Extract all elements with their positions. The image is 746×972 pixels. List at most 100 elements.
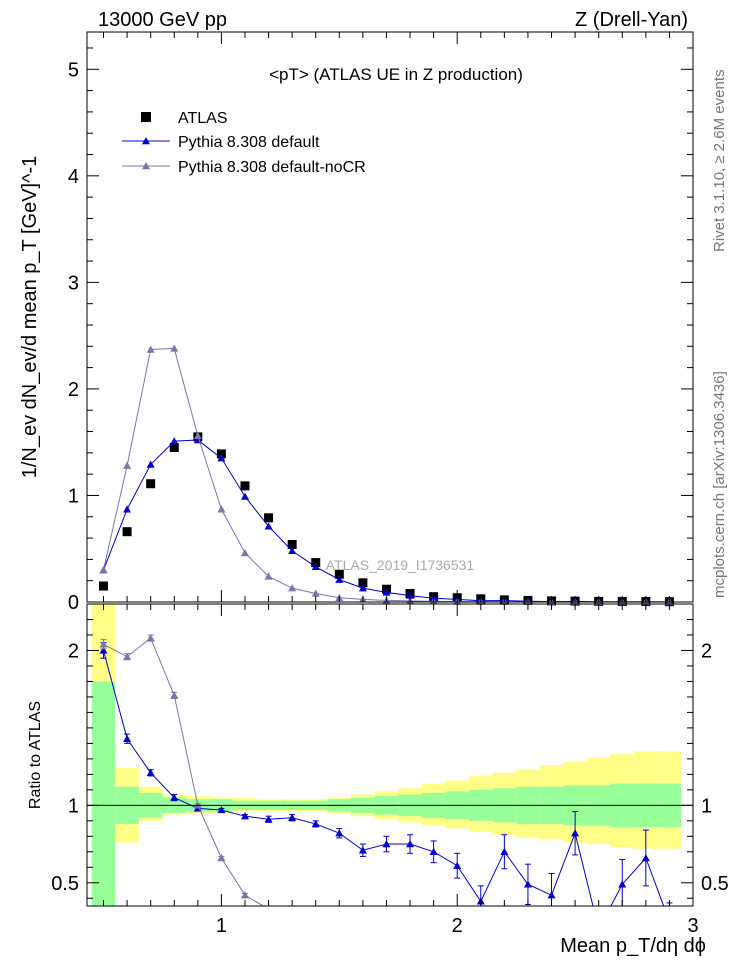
main-y-tick-label: 4 (68, 166, 79, 188)
main-point-series-2 (123, 461, 132, 469)
ratio-plot-frame (86, 603, 694, 907)
main-point-series-0 (240, 481, 250, 491)
main-point-series-2 (193, 431, 202, 439)
main-point-series-0 (169, 443, 179, 453)
x-tick-label: 1 (216, 915, 227, 937)
ratio-point-series-0 (123, 734, 132, 742)
main-point-series-2 (288, 584, 297, 592)
main-line-series-1 (103, 439, 670, 603)
ratio-point-series-0 (335, 829, 344, 837)
ratio-clipped-series (99, 634, 673, 924)
main-plot-frame (86, 31, 694, 603)
chart-title: <pT> (ATLAS UE in Z production) (269, 65, 523, 84)
rivet-label: Rivet 3.1.10, ≥ 2.6M events (711, 70, 728, 253)
main-point-series-0 (146, 479, 156, 489)
main-point-series-0 (99, 581, 109, 591)
ratio-point-series-0 (571, 829, 580, 837)
ratio-point-series-1 (146, 634, 155, 642)
ratio-y-tick-label-left: 1 (68, 795, 79, 817)
main-point-series-1 (335, 575, 344, 583)
header-right: Z (Drell-Yan) (575, 9, 688, 31)
legend-marker (142, 137, 150, 145)
main-point-series-2 (264, 572, 273, 580)
ratio-point-series-0 (264, 815, 273, 823)
main-point-series-2 (217, 505, 226, 513)
ratio-point-series-0 (217, 805, 226, 814)
ratio-point-series-0 (99, 646, 108, 654)
legend-label: ATLAS (178, 110, 228, 127)
legend-label: Pythia 8.308 default (178, 134, 320, 151)
ratio-point-series-0 (311, 819, 320, 828)
main-point-series-1 (123, 505, 132, 513)
main-point-series-0 (264, 513, 274, 523)
ratio-y-tick-label-left: 0.5 (51, 873, 79, 895)
x-axis-label: Mean p_T/dη dϕ (560, 935, 706, 957)
main-point-series-1 (264, 522, 273, 530)
ratio-point-series-1 (123, 652, 132, 660)
ratio-point-series-0 (406, 840, 415, 848)
main-point-series-1 (311, 562, 320, 571)
ratio-y-axis-label: Ratio to ATLAS (27, 701, 44, 809)
main-point-series-2 (146, 345, 155, 353)
legend: ATLAS Pythia 8.308 default Pythia 8.308 de… (122, 110, 366, 176)
ratio-y-tick-label-right: 0.5 (701, 873, 729, 895)
ratio-point-series-0 (641, 853, 650, 862)
main-point-series-1 (288, 546, 297, 555)
main-y-tick-label: 5 (68, 59, 79, 81)
main-point-series-1 (382, 588, 391, 596)
ratio-point-series-0 (547, 891, 556, 899)
analysis-watermark: ATLAS_2019_I1736531 (326, 557, 475, 573)
mcplots-label: mcplots.cern.ch [arXiv:1306.3436] (711, 371, 728, 598)
ratio-axes: 0.5 0.5 1 1 2 2 1 2 3 (51, 603, 729, 937)
x-tick-label: 3 (687, 915, 698, 937)
main-point-series-1 (170, 437, 179, 445)
ratio-point-series-0 (429, 847, 438, 855)
ratio-y-tick-label-right: 1 (701, 795, 712, 817)
ratio-point-series-0 (170, 793, 179, 801)
ratio-point-series-0 (453, 861, 462, 869)
main-point-series-1 (217, 454, 226, 462)
ratio-point-series-0 (146, 768, 155, 777)
main-y-tick-label: 3 (68, 272, 79, 294)
main-point-series-0 (122, 527, 132, 537)
ratio-point-series-0 (500, 847, 509, 855)
main-point-series-1 (146, 460, 155, 468)
inner-band-bin (91, 681, 116, 906)
ratio-point-series-0 (240, 812, 249, 820)
header-left: 13000 GeV pp (98, 9, 227, 31)
legend-marker (141, 112, 151, 122)
main-point-series-1 (240, 492, 249, 500)
ratio-series (99, 634, 673, 924)
ratio-point-series-1 (99, 640, 108, 648)
legend-label: Pythia 8.308 default-noCR (178, 159, 366, 176)
main-point-series-2 (99, 566, 108, 574)
ratio-line-series-1 (103, 637, 265, 906)
ratio-point-series-0 (358, 846, 367, 854)
ratio-point-series-0 (523, 880, 532, 888)
ratio-point-series-0 (382, 840, 391, 848)
ratio-point-series-0 (288, 813, 297, 821)
main-point-series-2 (311, 589, 320, 597)
ratio-uncertainty-bands (91, 604, 682, 906)
main-point-series-1 (406, 591, 415, 599)
x-tick-label: 2 (452, 915, 463, 937)
main-y-tick-label: 1 (68, 485, 79, 507)
main-y-tick-label: 0 (68, 592, 79, 614)
ratio-point-series-1 (240, 891, 249, 899)
main-point-series-0 (216, 449, 226, 459)
ratio-point-series-0 (618, 880, 627, 888)
main-y-tick-label: 2 (68, 379, 79, 401)
ratio-y-tick-label-left: 2 (68, 640, 79, 662)
main-axes: 0 1 2 3 4 5 (68, 32, 694, 614)
ratio-point-series-0 (665, 917, 673, 924)
main-point-series-0 (358, 578, 368, 588)
ratio-point-series-1 (217, 853, 226, 862)
main-y-axis-label: 1/N_ev dN_ev/d mean p_T [GeV]^-1 (19, 156, 41, 479)
main-point-series-2 (240, 548, 249, 557)
main-point-series-2 (170, 344, 179, 352)
main-point-series-0 (311, 558, 321, 568)
main-point-series-1 (358, 584, 367, 592)
ratio-point-series-1 (170, 691, 179, 699)
legend-marker (142, 162, 150, 170)
